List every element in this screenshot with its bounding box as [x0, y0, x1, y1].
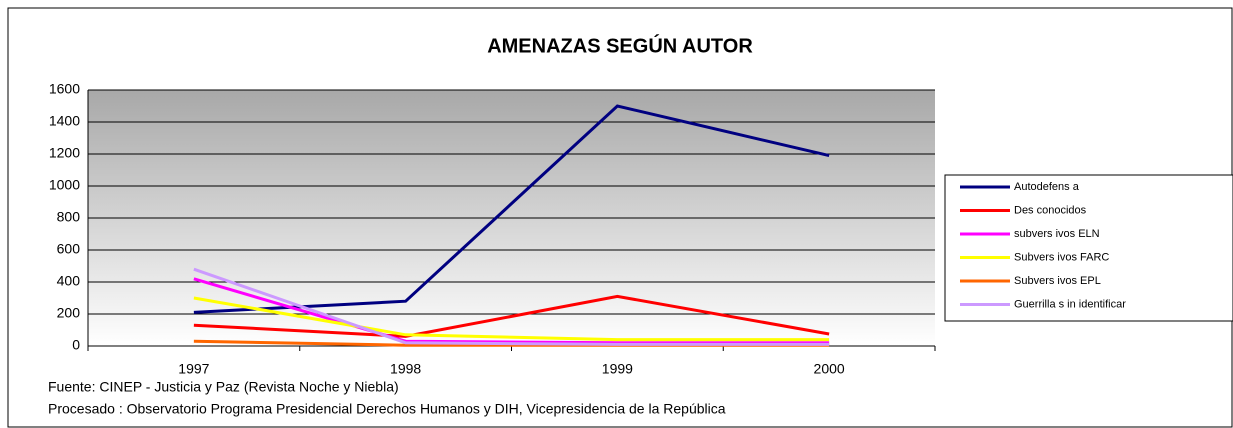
y-tick-label: 200	[57, 305, 81, 321]
y-tick-label: 0	[72, 337, 80, 353]
x-tick-label: 1998	[390, 361, 421, 377]
legend-label: Guerrilla s in identificar	[1014, 298, 1126, 310]
x-tick-label: 1999	[602, 361, 633, 377]
legend	[944, 174, 1233, 322]
chart-title: AMENAZAS SEGÚN AUTOR	[487, 33, 753, 57]
legend-label: Subvers ivos EPL	[1014, 275, 1101, 287]
y-tick-label: 800	[57, 209, 81, 225]
process-note: Procesado : Observatorio Programa Presid…	[48, 401, 726, 417]
y-tick-label: 400	[57, 273, 81, 289]
series-line	[193, 294, 830, 338]
x-tick-label: 1997	[178, 361, 209, 377]
source-note: Fuente: CINEP - Justicia y Paz (Revista …	[48, 379, 399, 395]
series-line	[193, 277, 830, 345]
y-tick-label: 600	[57, 241, 81, 257]
y-tick-label: 1600	[49, 81, 80, 97]
y-tick-label: 1200	[49, 145, 80, 161]
legend-label: Des conocidos	[1014, 204, 1087, 216]
series-line	[193, 296, 830, 342]
legend-label: Autodefens a	[1014, 181, 1080, 193]
series-line	[193, 267, 830, 346]
legend-label: Subvers ivos FARC	[1014, 251, 1109, 263]
legend-label: subvers ivos ELN	[1014, 228, 1100, 240]
x-tick-label: 2000	[814, 361, 845, 377]
y-tick-label: 1400	[49, 113, 80, 129]
y-tick-label: 1000	[49, 177, 80, 193]
